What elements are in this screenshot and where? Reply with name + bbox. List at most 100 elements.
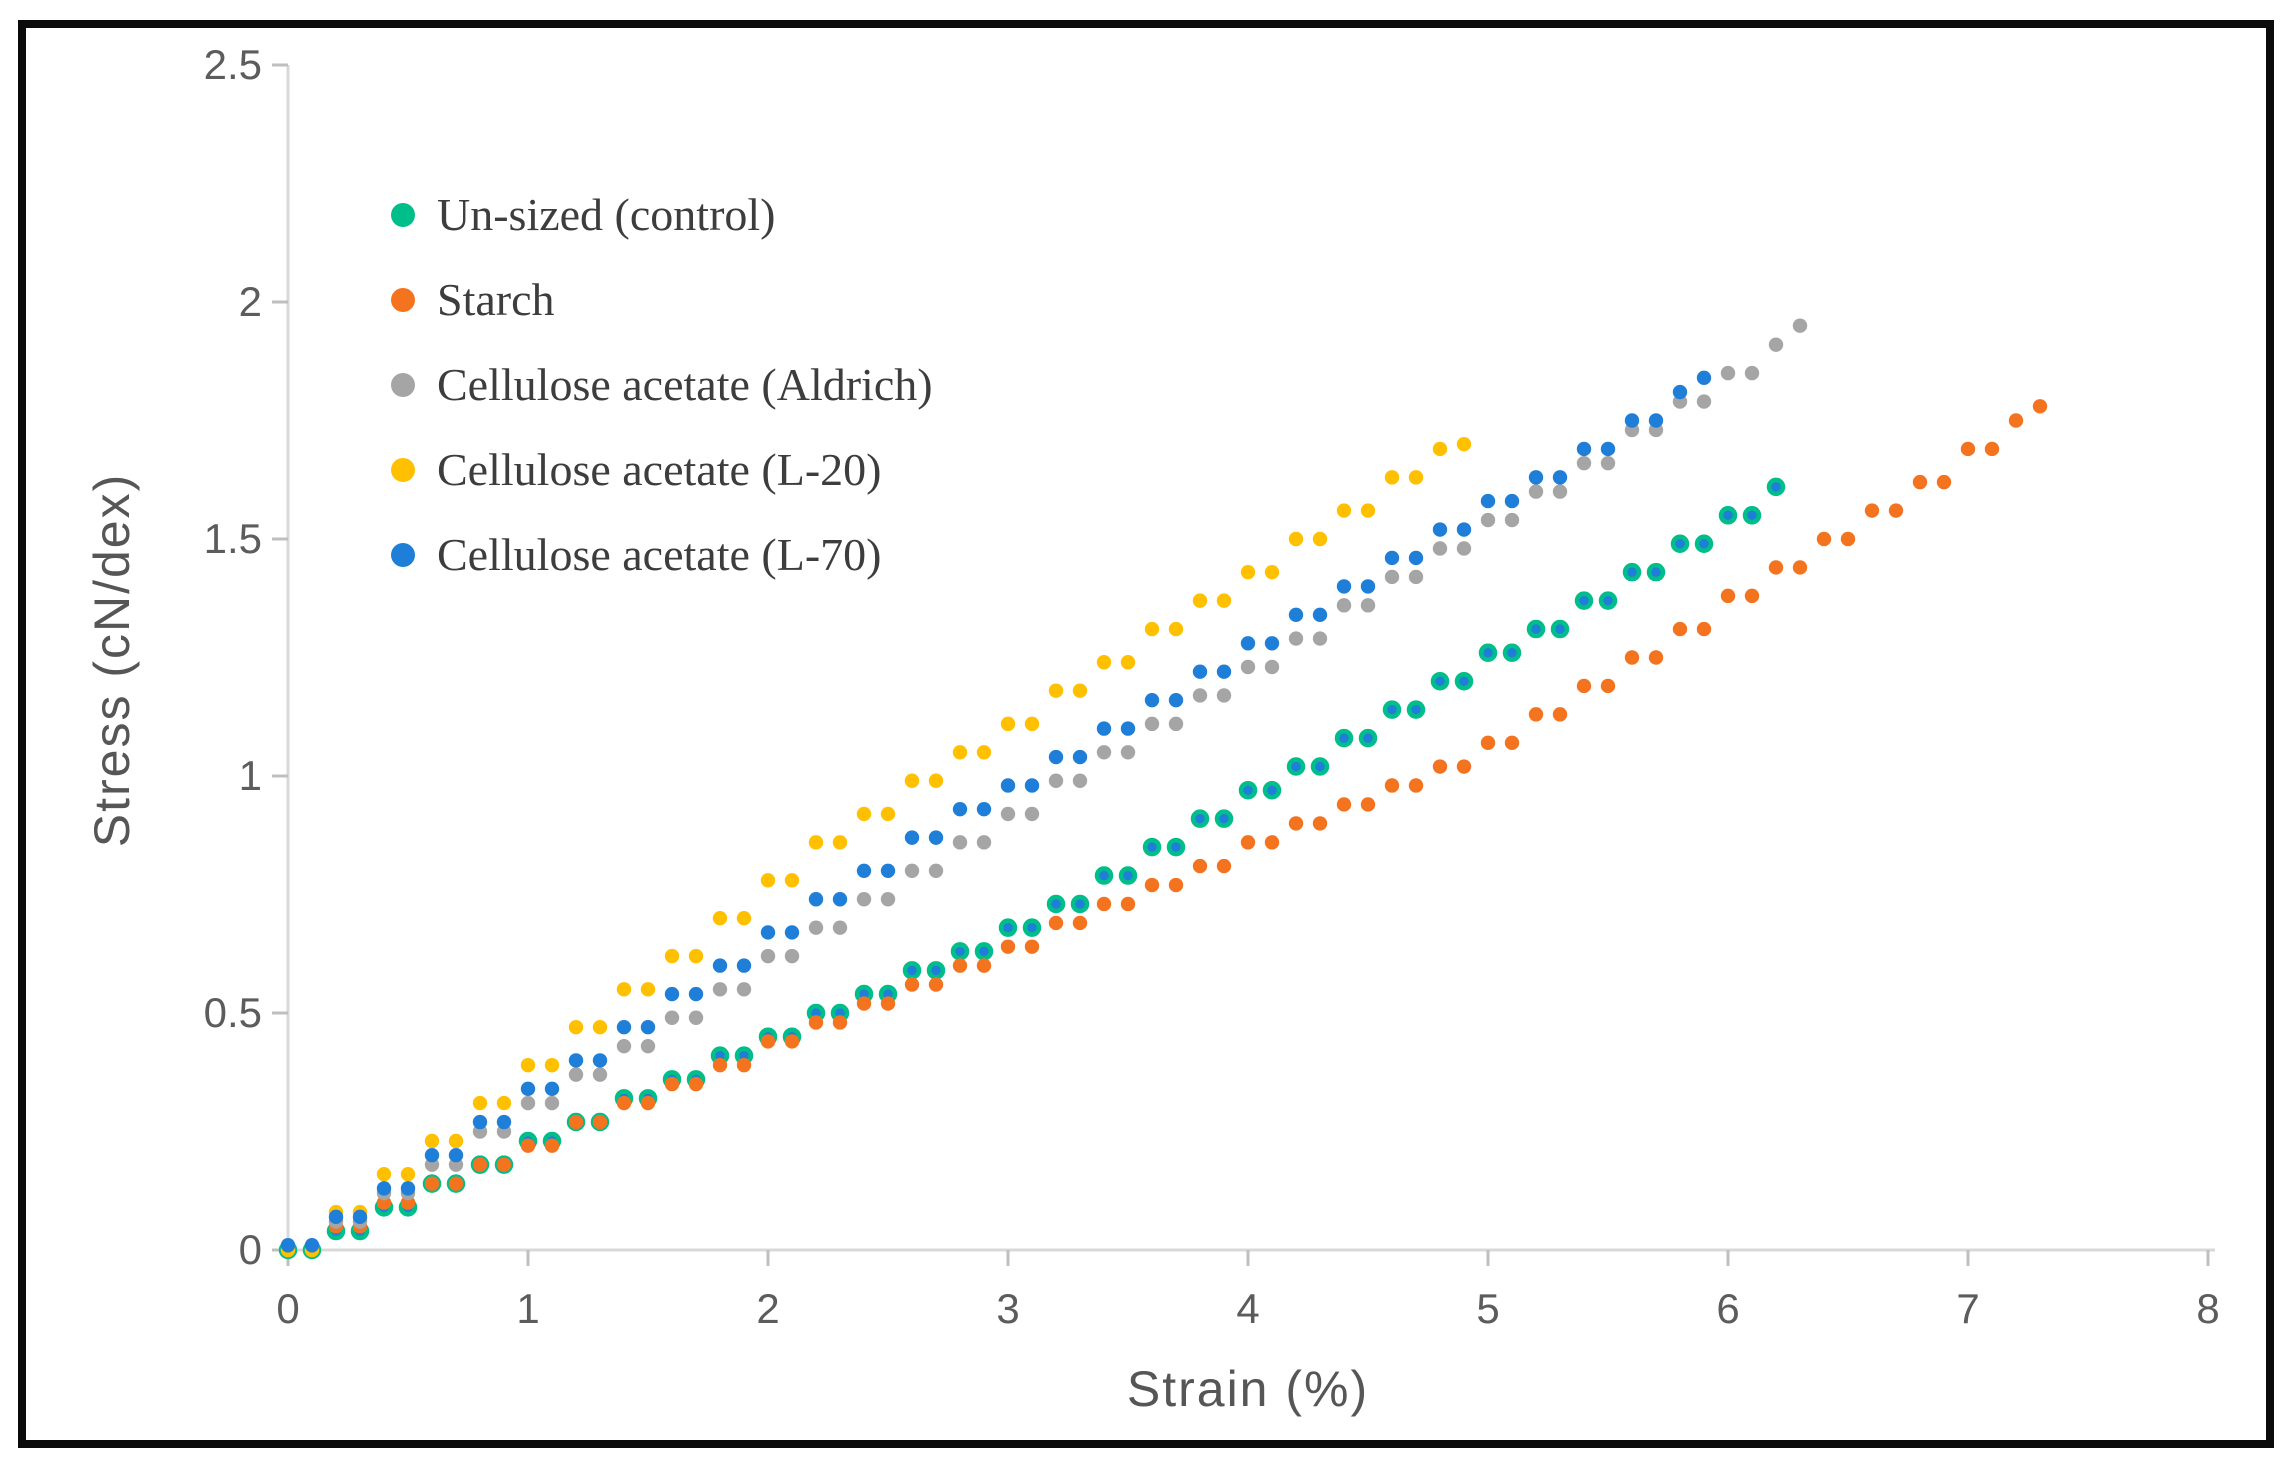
data-point (496, 1157, 512, 1172)
data-point (1480, 735, 1496, 751)
data-point (1264, 564, 1280, 580)
data-point (736, 1057, 752, 1073)
x-tick-label-7: 7 (1956, 1285, 1980, 1332)
data-point (1264, 659, 1280, 675)
data-point (1624, 650, 1640, 665)
data-point (1096, 896, 1112, 912)
data-point (1480, 512, 1496, 528)
data-point (448, 1148, 464, 1163)
data-point (1384, 569, 1400, 585)
data-point (926, 961, 946, 980)
data-point (472, 1095, 488, 1111)
data-point (832, 1015, 848, 1030)
x-tick-label-5: 5 (1476, 1285, 1500, 1332)
data-point (712, 982, 728, 997)
data-point (952, 835, 968, 850)
data-point (928, 830, 944, 845)
data-point (880, 892, 896, 907)
data-point (1384, 550, 1400, 566)
legend-marker-cellulose-acetate-l70-icon (391, 543, 415, 567)
data-point (1502, 643, 1522, 663)
data-point (1768, 337, 1784, 352)
data-point (1576, 441, 1592, 457)
legend-item-unsized-control: Un-sized (control) (391, 188, 933, 242)
data-point (952, 745, 968, 760)
data-point (640, 1020, 656, 1035)
data-point (1576, 455, 1592, 471)
y-tick-label-0: 0 (238, 1226, 262, 1273)
data-point (808, 1015, 824, 1030)
data-point (544, 1057, 560, 1073)
data-point (688, 948, 704, 964)
data-point (976, 835, 992, 850)
data-point (976, 958, 992, 973)
data-point (904, 773, 920, 788)
data-point (1528, 707, 1544, 722)
data-point (928, 773, 944, 788)
data-point (1840, 531, 1856, 547)
x-tick-label-6: 6 (1716, 1285, 1740, 1332)
data-point (760, 925, 776, 940)
data-point (1262, 780, 1282, 800)
legend-marker-unsized-control-icon (391, 203, 415, 227)
data-point (1600, 678, 1616, 694)
data-point (904, 977, 920, 992)
data-point (424, 1133, 440, 1149)
data-point (1238, 780, 1258, 800)
data-point (1312, 816, 1328, 831)
data-point (376, 1181, 392, 1196)
data-point (856, 892, 872, 907)
data-point (952, 801, 968, 817)
data-point (1192, 688, 1208, 703)
legend-label-cellulose-acetate-l20: Cellulose acetate (L-20) (437, 444, 882, 495)
y-axis-title: Stress (cN/dex) (84, 472, 140, 848)
data-point (1720, 588, 1736, 604)
data-point (1000, 806, 1016, 822)
x-tick-label-1: 1 (516, 1285, 540, 1332)
data-point (784, 873, 800, 888)
data-point (1478, 643, 1498, 663)
data-point (1168, 877, 1184, 893)
data-point (832, 835, 848, 850)
legend-label-cellulose-acetate-l70: Cellulose acetate (L-70) (437, 529, 882, 580)
data-point (1120, 721, 1136, 736)
data-point (1430, 671, 1450, 691)
data-point (592, 1053, 608, 1068)
data-point (1382, 700, 1402, 719)
legend-item-cellulose-acetate-l70: Cellulose acetate (L-70) (391, 528, 933, 582)
data-point (1576, 678, 1592, 694)
data-point (1456, 759, 1472, 774)
data-point (1574, 591, 1594, 610)
data-point (1336, 503, 1352, 518)
data-point (736, 911, 752, 926)
x-tick-label-4: 4 (1236, 1285, 1260, 1332)
data-point (1360, 579, 1376, 594)
data-point (1024, 716, 1040, 732)
data-point (688, 986, 704, 1002)
legend-label-unsized-control: Un-sized (control) (437, 189, 776, 240)
data-point (424, 1148, 440, 1163)
data-point (1504, 512, 1520, 528)
data-point (1240, 564, 1256, 580)
data-point (1000, 939, 1016, 954)
data-point (1936, 474, 1952, 490)
legend-item-starch: Starch (391, 273, 933, 327)
data-point (616, 982, 632, 997)
data-point (2008, 413, 2024, 428)
data-point (1000, 716, 1016, 732)
legend-label-starch: Starch (437, 274, 555, 325)
data-point (1984, 441, 2000, 457)
data-point (1216, 664, 1232, 679)
data-point (400, 1181, 416, 1196)
data-point (520, 1057, 536, 1073)
data-point (1024, 939, 1040, 954)
x-tick-label-3: 3 (996, 1285, 1020, 1332)
data-point (1624, 413, 1640, 428)
data-point (1072, 749, 1088, 765)
data-point (880, 996, 896, 1011)
data-point (1190, 809, 1210, 828)
data-point (1358, 728, 1378, 748)
data-point (1000, 778, 1016, 793)
data-point (1720, 365, 1736, 381)
data-point (856, 863, 872, 878)
